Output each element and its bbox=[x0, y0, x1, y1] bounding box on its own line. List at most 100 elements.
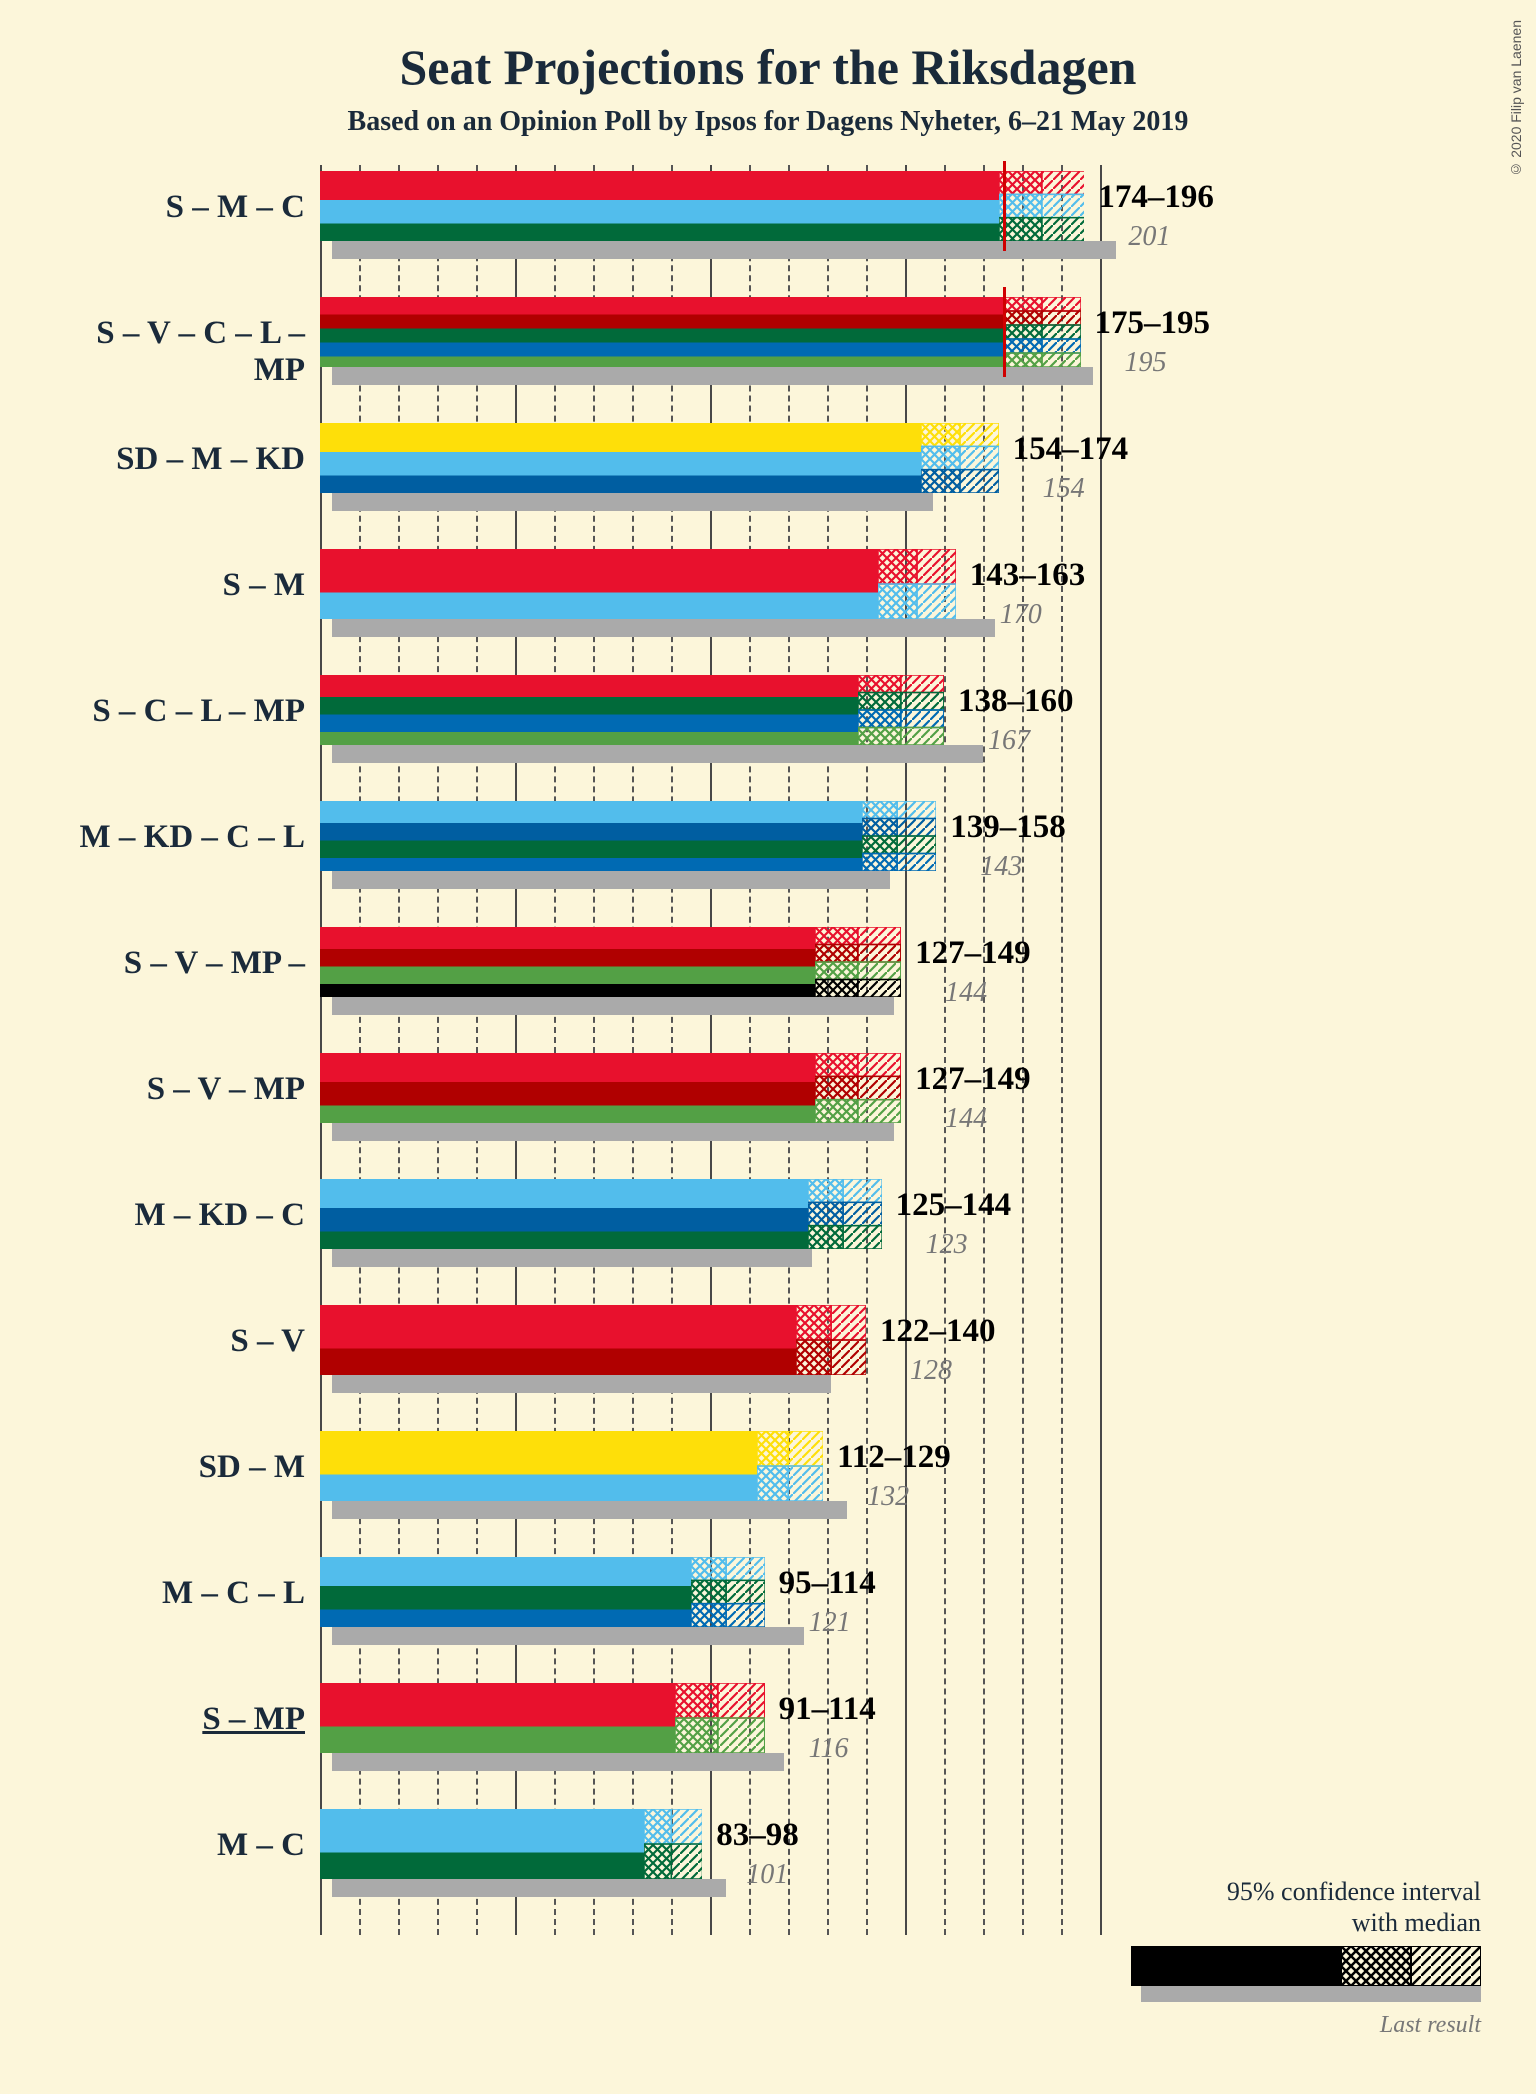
coalition-row: S – C – L – MP138–160167 bbox=[60, 669, 1480, 777]
coalition-row: M – KD – C – L 139–158 143 bbox=[60, 795, 1480, 903]
coalition-label: S – M – C bbox=[60, 189, 305, 226]
last-result-bar bbox=[332, 493, 933, 511]
last-result-bar bbox=[332, 1879, 726, 1897]
coalition-label: S – V – C – L – MP bbox=[60, 315, 305, 389]
projection-bar bbox=[320, 801, 862, 871]
confidence-interval bbox=[815, 1053, 901, 1123]
projection-bar bbox=[320, 423, 921, 493]
last-result-value: 128 bbox=[910, 1355, 952, 1387]
projection-bar bbox=[320, 1809, 644, 1879]
projection-value: 125–144 bbox=[896, 1187, 1012, 1224]
chart-subtitle: Based on an Opinion Poll by Ipsos for Da… bbox=[0, 96, 1536, 138]
coalition-label: M – C – L bbox=[60, 1575, 305, 1612]
last-result-value: 195 bbox=[1125, 347, 1167, 379]
confidence-interval bbox=[815, 927, 901, 997]
last-result-bar bbox=[332, 1249, 812, 1267]
last-result-value: 143 bbox=[980, 851, 1022, 883]
majority-threshold-line bbox=[1003, 161, 1006, 251]
coalition-label: S – V bbox=[60, 1323, 305, 1360]
confidence-interval bbox=[675, 1683, 765, 1753]
projection-value: 83–98 bbox=[716, 1817, 799, 1854]
last-result-value: 123 bbox=[926, 1229, 968, 1261]
last-result-value: 132 bbox=[867, 1481, 909, 1513]
coalition-label: S – MP bbox=[60, 1701, 305, 1738]
projection-value: 175–195 bbox=[1095, 305, 1211, 342]
projection-value: 154–174 bbox=[1013, 431, 1129, 468]
chart-area: S – M – C 174–196 201 S – V – C – L – MP 175… bbox=[60, 165, 1480, 2065]
projection-value: 112–129 bbox=[837, 1439, 951, 1476]
projection-value: 139–158 bbox=[950, 809, 1066, 846]
projection-value: 122–140 bbox=[880, 1313, 996, 1350]
coalition-label: S – V – MP bbox=[60, 1071, 305, 1108]
confidence-interval bbox=[757, 1431, 823, 1501]
coalition-row: S – V – MP – 127–149 144 bbox=[60, 921, 1480, 1029]
legend-bar bbox=[1131, 1946, 1481, 2006]
projection-value: 138–160 bbox=[958, 683, 1074, 720]
coalition-row: S – MP91–114116 bbox=[60, 1677, 1480, 1785]
last-result-value: 144 bbox=[945, 977, 987, 1009]
coalition-row: S – M – C 174–196 201 bbox=[60, 165, 1480, 273]
last-result-bar bbox=[332, 241, 1116, 259]
coalition-label: SD – M – KD bbox=[60, 441, 305, 478]
confidence-interval bbox=[999, 171, 1085, 241]
last-result-bar bbox=[332, 367, 1093, 385]
majority-threshold-line bbox=[1003, 287, 1006, 377]
coalition-row: SD – M – KD 154–174 154 bbox=[60, 417, 1480, 525]
last-result-bar bbox=[332, 1753, 784, 1771]
legend-last-result: Last result bbox=[1131, 2012, 1481, 2039]
legend: 95% confidence interval with median Last… bbox=[1131, 1876, 1481, 2039]
legend-solid bbox=[1131, 1946, 1341, 1986]
chart-title: Seat Projections for the Riksdagen bbox=[0, 0, 1536, 96]
last-result-bar bbox=[332, 1501, 847, 1519]
coalition-row: S – V – C – L – MP 175–195 195 bbox=[60, 291, 1480, 399]
legend-line1: 95% confidence interval bbox=[1227, 1877, 1481, 1906]
coalition-row: SD – M 112–129 132 bbox=[60, 1425, 1480, 1533]
confidence-interval bbox=[921, 423, 999, 493]
coalition-row: M – KD – C 125–144 123 bbox=[60, 1173, 1480, 1281]
confidence-interval bbox=[1003, 297, 1081, 367]
projection-bar bbox=[320, 1179, 808, 1249]
projection-value: 127–149 bbox=[915, 935, 1031, 972]
projection-bar bbox=[320, 927, 815, 997]
last-result-bar bbox=[332, 745, 983, 763]
projection-value: 174–196 bbox=[1098, 179, 1214, 216]
coalition-label: S – V – MP – bbox=[60, 945, 305, 982]
coalition-label: S – M bbox=[60, 567, 305, 604]
coalition-label: M – C bbox=[60, 1827, 305, 1864]
projection-bar bbox=[320, 171, 999, 241]
projection-value: 95–114 bbox=[779, 1565, 876, 1602]
projection-bar bbox=[320, 675, 858, 745]
coalition-label: S – C – L – MP bbox=[60, 693, 305, 730]
coalition-label: M – KD – C bbox=[60, 1197, 305, 1234]
last-result-bar bbox=[332, 619, 995, 637]
legend-crosshatch bbox=[1341, 1946, 1411, 1986]
coalition-row: S – M143–163170 bbox=[60, 543, 1480, 651]
last-result-bar bbox=[332, 871, 890, 889]
coalition-label: SD – M bbox=[60, 1449, 305, 1486]
last-result-value: 121 bbox=[809, 1607, 851, 1639]
copyright-text: © 2020 Filip van Laenen bbox=[1508, 20, 1524, 178]
last-result-value: 154 bbox=[1043, 473, 1085, 505]
coalition-row: S – V – MP127–149144 bbox=[60, 1047, 1480, 1155]
confidence-interval bbox=[644, 1809, 703, 1879]
projection-bar bbox=[320, 1431, 757, 1501]
projection-bar bbox=[320, 1557, 691, 1627]
last-result-bar bbox=[332, 1375, 831, 1393]
projection-bar bbox=[320, 1053, 815, 1123]
projection-bar bbox=[320, 1305, 796, 1375]
confidence-interval bbox=[691, 1557, 765, 1627]
projection-bar bbox=[320, 549, 878, 619]
last-result-value: 101 bbox=[746, 1859, 788, 1891]
legend-shadow bbox=[1141, 1986, 1481, 2002]
coalition-label: M – KD – C – L bbox=[60, 819, 305, 856]
coalition-row: M – C – L 95–114 121 bbox=[60, 1551, 1480, 1659]
confidence-interval bbox=[878, 549, 956, 619]
projection-value: 143–163 bbox=[970, 557, 1086, 594]
confidence-interval bbox=[858, 675, 944, 745]
legend-line2: with median bbox=[1352, 1908, 1481, 1937]
last-result-value: 201 bbox=[1128, 221, 1170, 253]
projection-bar bbox=[320, 297, 1003, 367]
confidence-interval bbox=[808, 1179, 882, 1249]
projection-bar bbox=[320, 1683, 675, 1753]
confidence-interval bbox=[862, 801, 936, 871]
